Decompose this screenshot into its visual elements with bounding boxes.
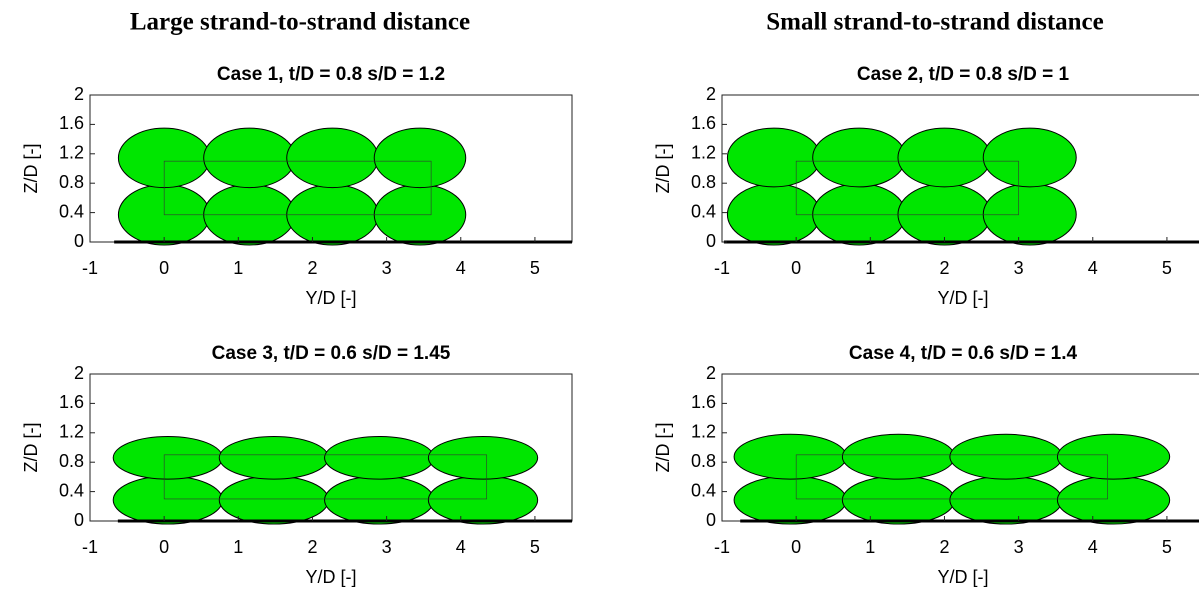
strand: [324, 435, 435, 480]
y-tick-label: 1.2: [59, 422, 84, 442]
y-tick-label: 0.4: [59, 480, 84, 500]
chart-title: Case 3, t/D = 0.6 s/D = 1.45: [212, 343, 451, 364]
strand: [949, 433, 1063, 480]
x-tick-label: 3: [382, 258, 392, 278]
chart-title: Case 4, t/D = 0.6 s/D = 1.4: [849, 343, 1078, 364]
y-tick-label: 1.2: [59, 143, 84, 163]
chart-title: Case 2, t/D = 0.8 s/D = 1: [857, 64, 1070, 85]
y-tick-label: 0: [74, 231, 84, 251]
y-tick-label: 0.4: [691, 201, 716, 221]
x-tick-label: 0: [159, 258, 169, 278]
y-axis-label: Z/D [-]: [653, 423, 673, 473]
y-tick-label: 1.2: [691, 143, 716, 163]
y-tick-label: 0.4: [59, 201, 84, 221]
column-header: Small strand-to-strand distance: [766, 9, 1104, 36]
strand: [726, 183, 821, 246]
y-tick-label: 0: [706, 231, 716, 251]
strand: [203, 127, 296, 189]
y-tick-label: 2: [706, 363, 716, 383]
x-tick-label: 3: [382, 537, 392, 557]
inner-box: [795, 160, 1019, 216]
strand: [733, 475, 847, 525]
strand: [427, 435, 539, 480]
strand: [373, 127, 467, 189]
x-tick-label: 1: [865, 537, 875, 557]
strand: [112, 475, 224, 525]
x-tick-label: 4: [1088, 258, 1098, 278]
x-tick-label: 5: [530, 537, 540, 557]
y-tick-label: 0: [74, 510, 84, 530]
x-tick-label: 0: [791, 537, 801, 557]
strand: [733, 433, 847, 480]
y-tick-label: 2: [74, 363, 84, 383]
strand: [841, 433, 956, 480]
x-tick-label: -1: [714, 537, 730, 557]
y-tick-label: 1.2: [691, 422, 716, 442]
x-axis-label: Y/D [-]: [937, 567, 988, 587]
y-tick-label: 0.8: [691, 172, 716, 192]
y-tick-label: 2: [706, 84, 716, 104]
strand: [218, 435, 330, 480]
y-tick-label: 2: [74, 84, 84, 104]
inner-box: [795, 454, 1108, 500]
x-axis-label: Y/D [-]: [305, 288, 356, 308]
y-tick-label: 0.8: [59, 451, 84, 471]
x-tick-label: 3: [1014, 258, 1024, 278]
x-tick-label: 4: [456, 258, 466, 278]
x-tick-label: 4: [1088, 537, 1098, 557]
x-tick-label: -1: [82, 537, 98, 557]
x-tick-label: 5: [1162, 537, 1172, 557]
strand: [949, 475, 1063, 525]
strand: [726, 127, 821, 188]
y-tick-label: 0: [706, 510, 716, 530]
strand: [982, 127, 1077, 188]
y-axis-label: Z/D [-]: [21, 423, 41, 473]
strand: [112, 435, 224, 480]
strand: [897, 183, 992, 246]
y-tick-label: 0.4: [691, 480, 716, 500]
chart-title: Case 1, t/D = 0.8 s/D = 1.2: [217, 64, 445, 85]
strand: [841, 475, 956, 525]
x-axis-label: Y/D [-]: [937, 288, 988, 308]
y-tick-label: 1.6: [59, 113, 84, 133]
x-tick-label: 2: [307, 258, 317, 278]
strand: [324, 475, 435, 525]
strand: [1056, 433, 1171, 480]
y-tick-label: 1.6: [59, 392, 84, 412]
strand: [427, 475, 539, 525]
y-axis-label: Z/D [-]: [653, 144, 673, 194]
x-tick-label: -1: [82, 258, 98, 278]
y-tick-label: 1.6: [691, 113, 716, 133]
x-tick-label: 0: [791, 258, 801, 278]
strand: [1056, 475, 1171, 525]
x-tick-label: 4: [456, 537, 466, 557]
strand: [897, 127, 992, 188]
inner-box: [163, 454, 488, 500]
x-tick-label: 0: [159, 537, 169, 557]
x-tick-label: 1: [865, 258, 875, 278]
x-tick-label: 2: [939, 537, 949, 557]
strand: [286, 127, 379, 189]
x-tick-label: 5: [1162, 258, 1172, 278]
strand: [812, 127, 907, 188]
x-tick-label: 5: [530, 258, 540, 278]
y-axis-label: Z/D [-]: [21, 144, 41, 194]
y-tick-label: 0.8: [59, 172, 84, 192]
strand: [982, 183, 1077, 246]
y-tick-label: 0.8: [691, 451, 716, 471]
x-tick-label: 1: [233, 258, 243, 278]
x-tick-label: -1: [714, 258, 730, 278]
x-axis-label: Y/D [-]: [305, 567, 356, 587]
y-tick-label: 1.6: [691, 392, 716, 412]
x-tick-label: 1: [233, 537, 243, 557]
column-header: Large strand-to-strand distance: [130, 9, 470, 36]
x-tick-label: 2: [307, 537, 317, 557]
inner-box: [163, 160, 432, 216]
x-tick-label: 3: [1014, 537, 1024, 557]
strand: [812, 183, 907, 246]
x-tick-label: 2: [939, 258, 949, 278]
